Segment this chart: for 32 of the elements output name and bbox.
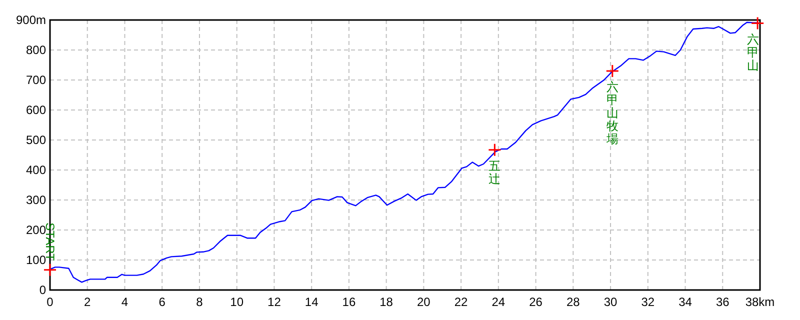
y-tick-label: 300: [26, 193, 46, 207]
y-tick-label: 600: [26, 103, 46, 117]
x-tick-label: 10: [230, 295, 244, 309]
y-tick-label: 900m: [16, 13, 46, 27]
y-tick-label: 700: [26, 73, 46, 87]
x-tick-label: 18: [380, 295, 394, 309]
y-tick-label: 200: [26, 223, 46, 237]
x-tick-label: 34: [678, 295, 692, 309]
x-tick-label: 6: [158, 295, 166, 309]
x-tick-label: 20: [417, 295, 431, 309]
x-tick-label: 12: [268, 295, 282, 309]
x-tick-label: 8: [196, 295, 204, 309]
x-tick-label: 38km: [745, 295, 775, 309]
x-tick-label: 4: [121, 295, 128, 309]
x-tick-label: 30: [604, 295, 618, 309]
x-tick-label: 14: [304, 295, 319, 309]
x-tick-label: 28: [566, 295, 580, 309]
x-tick-label: 2: [84, 295, 92, 309]
y-tick-label: 800: [26, 43, 46, 57]
x-tick-label: 26: [529, 295, 543, 309]
x-tick-label: 16: [342, 295, 356, 309]
x-tick-label: 32: [641, 295, 655, 309]
annotation: 六甲山: [747, 32, 759, 72]
x-tick-label: 22: [454, 295, 468, 309]
y-tick-label: 500: [26, 133, 46, 147]
annotation: 五辻: [488, 158, 501, 186]
annotation: 六甲山牧場: [605, 80, 618, 146]
y-tick-label: 100: [26, 253, 46, 267]
x-tick-label: 24: [492, 295, 506, 309]
y-tick-label: 0: [39, 283, 46, 297]
y-tick-label: 400: [26, 163, 46, 177]
x-tick-label: 36: [716, 295, 730, 309]
